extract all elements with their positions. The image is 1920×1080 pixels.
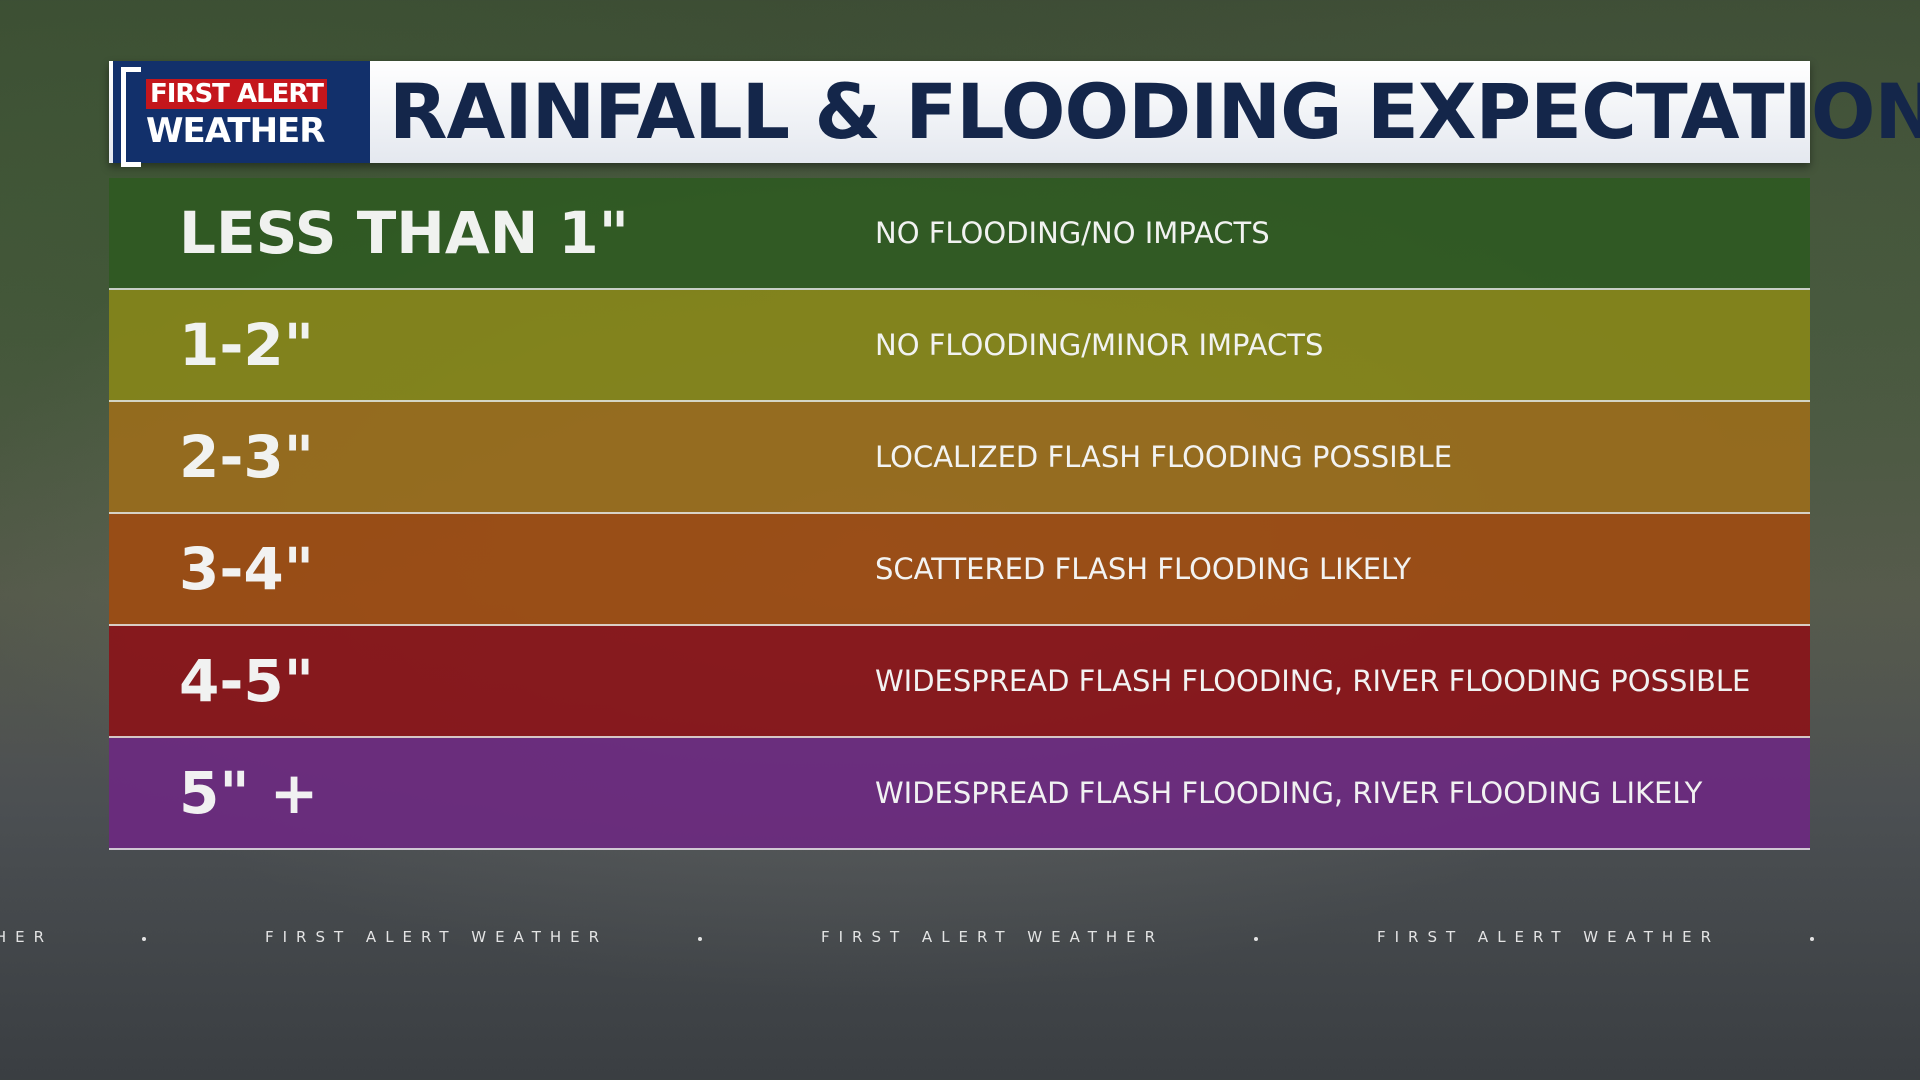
table: LESS THAN 1" NO FLOODING/NO IMPACTS 1-2" NO…	[109, 178, 1810, 850]
rainfall-range: 5" +	[179, 759, 319, 827]
header: FIRST ALERT WEATHER RAINFALL & FLOODING …	[109, 61, 1920, 167]
impact-text: NO FLOODING/MINOR IMPACTS	[875, 328, 1324, 362]
impact-text: LOCALIZED FLASH FLOODING POSSIBLE	[875, 440, 1453, 474]
table-row: 4-5" WIDESPREAD FLASH FLOODING, RIVER FLO…	[109, 626, 1810, 738]
ticker: FIRST ALERT WEATHER FIRST ALERT WEATHER FI…	[0, 928, 1920, 950]
rainfall-range: LESS THAN 1"	[179, 199, 630, 267]
ticker-text: FIRST ALERT WEATHER	[1377, 928, 1721, 946]
ticker-dot	[1254, 937, 1258, 941]
logo-bracket	[121, 67, 141, 167]
rainfall-range: 2-3"	[179, 423, 315, 491]
logo: FIRST ALERT WEATHER	[113, 61, 370, 167]
title: RAINFALL & FLOODING EXPECTATIONS	[389, 67, 1920, 156]
rainfall-range: 3-4"	[179, 535, 315, 603]
ticker-text: FIRST ALERT WEATHER	[0, 928, 54, 946]
ticker-dot	[698, 937, 702, 941]
impact-text: NO FLOODING/NO IMPACTS	[875, 216, 1270, 250]
impact-text: WIDESPREAD FLASH FLOODING, RIVER FLOODIN…	[875, 776, 1703, 810]
table-row: 3-4" SCATTERED FLASH FLOODING LIKELY	[109, 514, 1810, 626]
impact-text: WIDESPREAD FLASH FLOODING, RIVER FLOODIN…	[875, 664, 1751, 698]
logo-top: FIRST ALERT	[146, 79, 328, 109]
impact-text: SCATTERED FLASH FLOODING LIKELY	[875, 552, 1412, 586]
ticker-dot	[142, 937, 146, 941]
table-row: 2-3" LOCALIZED FLASH FLOODING POSSIBLE	[109, 402, 1810, 514]
ticker-dot	[1810, 937, 1814, 941]
rainfall-range: 1-2"	[179, 311, 315, 379]
ticker-text: FIRST ALERT WEATHER	[265, 928, 609, 946]
ticker-text: FIRST ALERT WEATHER	[821, 928, 1165, 946]
rainfall-range: 4-5"	[179, 647, 315, 715]
table-row: LESS THAN 1" NO FLOODING/NO IMPACTS	[109, 178, 1810, 290]
table-row: 1-2" NO FLOODING/MINOR IMPACTS	[109, 290, 1810, 402]
table-row: 5" + WIDESPREAD FLASH FLOODING, RIVER FLO…	[109, 738, 1810, 850]
logo-bottom: WEATHER	[146, 111, 325, 151]
